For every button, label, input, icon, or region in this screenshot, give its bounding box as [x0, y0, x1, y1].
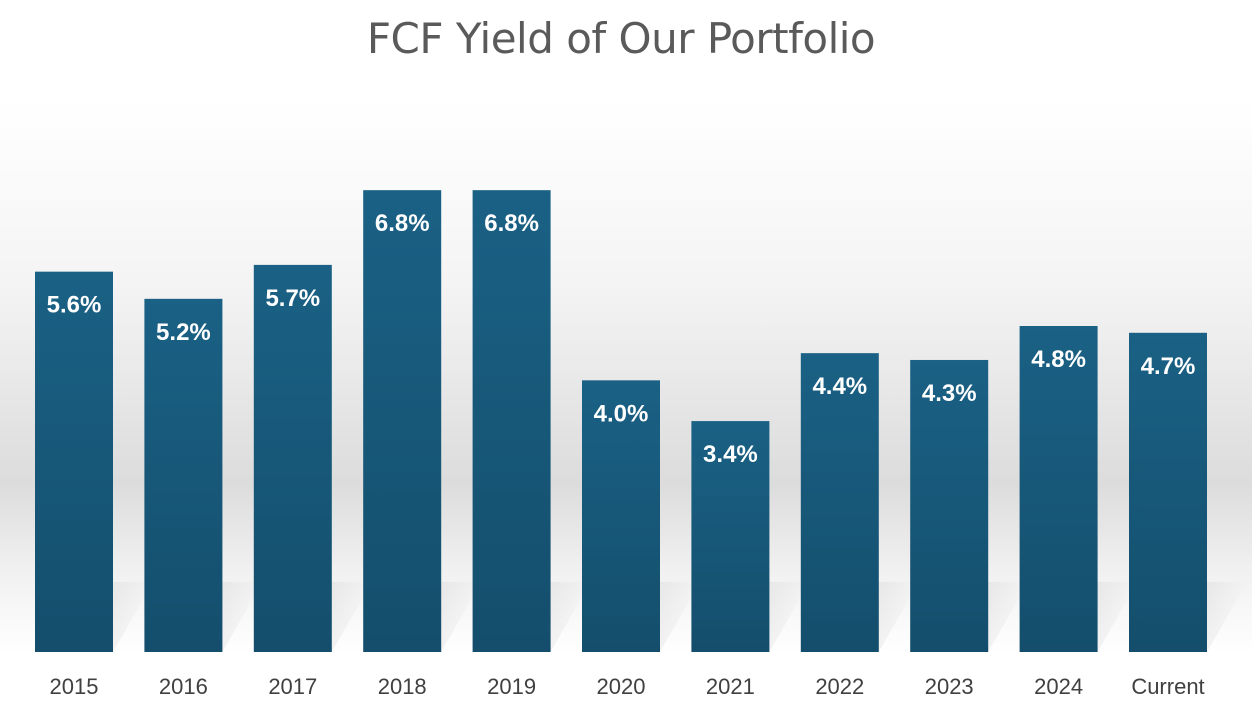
data-label: 5.7%: [265, 285, 320, 312]
bar-2019: [472, 190, 551, 652]
data-label: 5.6%: [47, 292, 102, 319]
bars-group: [35, 190, 1207, 652]
x-tick-label: 2019: [487, 674, 536, 699]
x-tick-label: 2018: [378, 674, 427, 699]
bar-2022: [800, 353, 879, 652]
x-tick-label: 2022: [815, 674, 864, 699]
data-label: 4.8%: [1031, 346, 1086, 373]
chart-title: FCF Yield of Our Portfolio: [366, 14, 876, 63]
x-tick-label: 2023: [925, 674, 974, 699]
bar-2024: [1019, 326, 1098, 652]
data-label: 4.3%: [922, 380, 977, 407]
data-label: 6.8%: [484, 210, 539, 237]
bar-2017: [253, 264, 332, 652]
bar-2020: [582, 380, 660, 652]
data-label: 4.7%: [1141, 353, 1196, 380]
x-tick-label: 2015: [50, 674, 99, 699]
data-label: 6.8%: [375, 210, 430, 237]
x-tick-label: 2020: [597, 674, 646, 699]
data-label: 5.2%: [156, 319, 211, 346]
data-labels-group: 5.6% 5.2% 5.7% 6.8% 6.8% 4.0% 3.4% 4.4% 4.3% 4.8%…: [47, 210, 1196, 468]
x-tick-label: 2017: [268, 674, 317, 699]
x-tick-label: 2021: [706, 674, 755, 699]
x-tick-label: Current: [1131, 674, 1204, 699]
bar-2023: [910, 359, 989, 652]
bar-2016: [144, 298, 223, 652]
bar-current: [1129, 332, 1207, 652]
bar-2015: [35, 271, 113, 652]
x-tick-label: 2016: [159, 674, 208, 699]
data-label: 4.0%: [594, 400, 649, 427]
data-label: 3.4%: [703, 441, 758, 468]
data-label: 4.4%: [812, 373, 867, 400]
bar-2018: [363, 190, 442, 652]
bar-2021: [691, 421, 770, 652]
x-axis-ticks: 2015 2016 2017 2018 2019 2020 2021 2022 2023 2024…: [50, 674, 1205, 699]
x-tick-label: 2024: [1034, 674, 1083, 699]
